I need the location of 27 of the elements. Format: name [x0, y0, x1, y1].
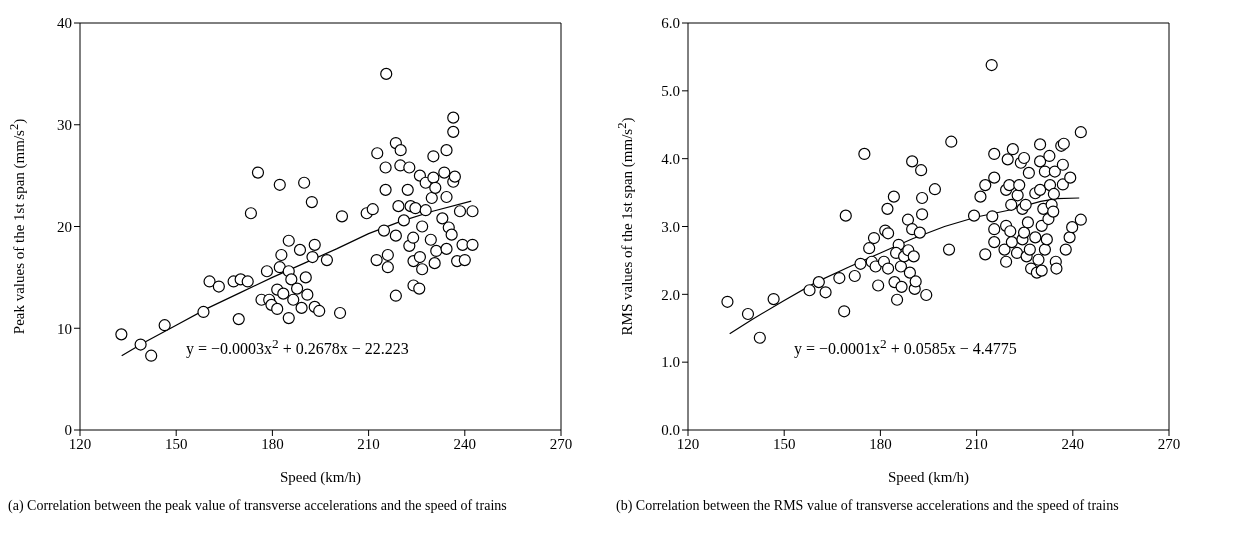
y-tick-label: 40: [57, 15, 72, 32]
x-tick-label: 270: [549, 435, 573, 452]
x-tick-label: 240: [453, 435, 477, 452]
x-tick-label: 240: [1061, 435, 1085, 452]
y-tick-label: 30: [57, 117, 72, 134]
annotation: y = −0.0001x$^{2}$ + 0.0585x − 4.4775: [794, 336, 1017, 359]
x-tick-label: 210: [965, 435, 988, 452]
y-tick-label: 2.0: [661, 286, 680, 303]
y-tick-label: 1.0: [661, 354, 680, 371]
x-tick-label: 150: [772, 435, 796, 452]
x-tick-label: 270: [1157, 435, 1181, 452]
text: (a) Correlation between the peak value of transverse accelerations and the speed of trains: [8, 497, 508, 515]
y-tick-label: 5.0: [661, 83, 680, 100]
x-tick-label: 180: [869, 435, 892, 452]
y-tick-label: 6.0: [661, 15, 680, 32]
text: (b) Correlation between the RMS value of transverse accelerations and the speed of trains: [616, 497, 1120, 515]
x-axis-title: Speed (km/h): [279, 469, 362, 486]
x-tick-label: 210: [357, 435, 380, 452]
y-tick-label: 20: [57, 218, 72, 235]
line-series: [121, 200, 472, 357]
x-tick-label: 150: [164, 435, 188, 452]
x-axis-title: Speed (km/h): [887, 469, 970, 486]
y-tick-label: 10: [57, 320, 72, 337]
annotation: y = −0.0003x$^{2}$ + 0.2678x − 22.223: [186, 336, 409, 359]
y-tick-label: 3.0: [661, 218, 680, 235]
x-tick-label: 180: [261, 435, 284, 452]
y-tick-label: 4.0: [661, 150, 680, 167]
